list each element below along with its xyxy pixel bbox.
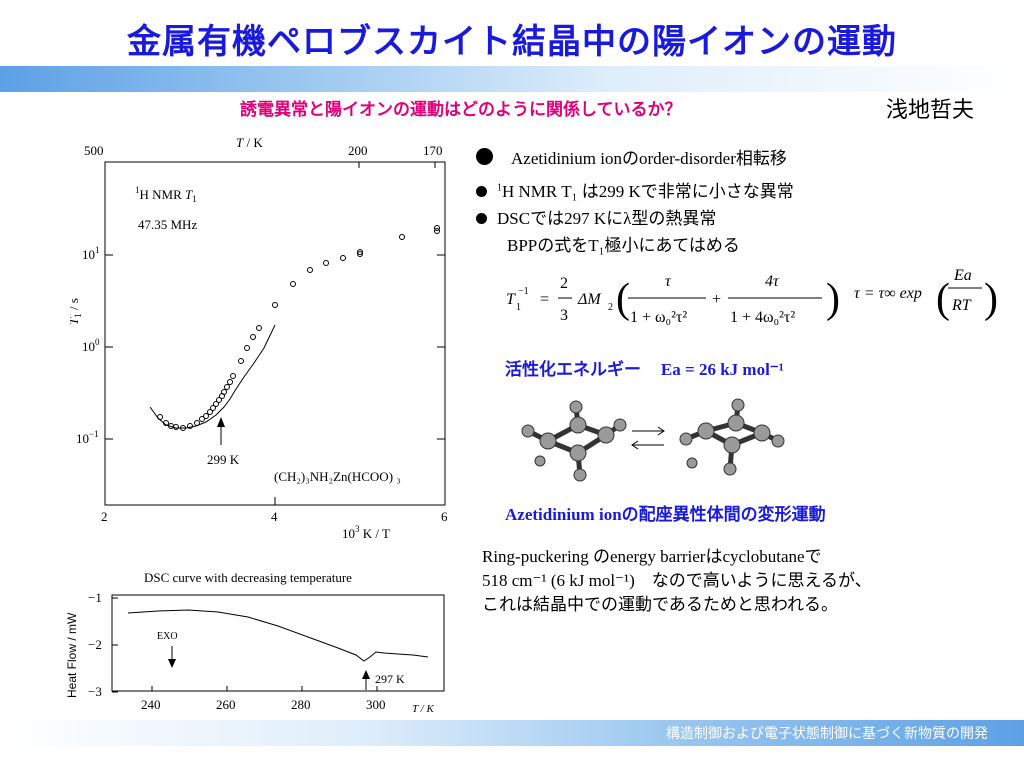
dsc-x-unit: T / K bbox=[412, 703, 434, 715]
conformer-caption: Azetidinium ionの配座異性体間の変形運動 bbox=[505, 505, 826, 524]
bullet-dot-icon bbox=[476, 213, 487, 224]
svg-text:4τ: 4τ bbox=[765, 273, 780, 290]
svg-text:=: = bbox=[540, 291, 549, 308]
bullet-3: DSCでは297 Kにλ型の熱異常 bbox=[476, 204, 716, 229]
explanation-paragraph: Ring-puckering のenergy barrierはcyclobuta… bbox=[482, 545, 872, 617]
paragraph-line-3: これは結晶中での運動であるためと思われる。 bbox=[482, 595, 838, 614]
dsc-y-tick-m3: −3 bbox=[88, 684, 102, 699]
top-axis-label: T / K bbox=[236, 135, 263, 150]
svg-text:RT: RT bbox=[951, 297, 972, 314]
slide-title: 金属有機ペロブスカイト結晶中の陽イオンの運動 bbox=[127, 22, 897, 62]
y-tick-10-0: 100 bbox=[82, 337, 100, 354]
svg-text:ΔM: ΔM bbox=[577, 291, 602, 308]
header-bar bbox=[0, 66, 1024, 92]
nmr-data-points bbox=[157, 225, 440, 431]
dsc-arrow-297k-label: 297 K bbox=[375, 672, 405, 686]
nmr-t1-plot: 500 200 170 T / K 101 100 10−1 T1 / s 2 … bbox=[70, 135, 448, 541]
exo-label: EXO bbox=[157, 631, 178, 642]
top-tick-200: 200 bbox=[348, 143, 368, 158]
paragraph-line-2: 518 cm⁻¹ (6 kJ mol⁻¹) なので高いように思えるが、 bbox=[482, 571, 872, 590]
svg-text:(: ( bbox=[616, 276, 630, 322]
dsc-y-label: Heat Flow / mW bbox=[65, 612, 79, 698]
bpp-formula: T 1 −1 = 2 3 ΔM 2 ( τ 1 + ω₀²τ² + 4τ 1 +… bbox=[506, 267, 998, 326]
x-tick-6: 6 bbox=[441, 509, 448, 524]
svg-text:+: + bbox=[712, 291, 721, 308]
nmr-legend: 1H NMR T1 bbox=[135, 185, 197, 204]
bullet-2: 1H NMR T₁ は299 Kで非常に小さな異常 bbox=[476, 177, 794, 202]
top-tick-170: 170 bbox=[423, 143, 443, 158]
slide-subtitle: 誘電異常と陽イオンの運動はどのように関係しているか？ bbox=[240, 100, 682, 120]
x-tick-4: 4 bbox=[271, 509, 278, 524]
dsc-x-tick-280: 280 bbox=[291, 697, 311, 712]
dsc-x-tick-260: 260 bbox=[216, 697, 236, 712]
activation-energy: 活性化エネルギー Ea = 26 kJ mol⁻¹ bbox=[505, 355, 784, 380]
dsc-plot: DSC curve with decreasing temperature −1… bbox=[65, 570, 445, 715]
svg-text:): ) bbox=[984, 276, 998, 322]
svg-text:Ea: Ea bbox=[953, 267, 972, 284]
svg-text:T: T bbox=[506, 291, 516, 308]
activation-value: Ea = 26 kJ mol⁻¹ bbox=[660, 360, 784, 379]
y-tick-10-m1: 10−1 bbox=[76, 429, 99, 446]
svg-text:3: 3 bbox=[560, 307, 568, 324]
bullet-1: Azetidinium ionのorder-disorder相転移 bbox=[476, 144, 787, 169]
azetidinium-conformers-image bbox=[521, 398, 785, 482]
nmr-frequency: 47.35 MHz bbox=[138, 217, 197, 232]
dsc-curve bbox=[127, 609, 429, 662]
svg-text:(: ( bbox=[936, 276, 950, 322]
footer-bar bbox=[0, 720, 1024, 746]
bullet-3-continuation: BPPの式をT₁極小にあてはめる bbox=[507, 236, 740, 255]
svg-text:τ: τ bbox=[665, 273, 672, 290]
bullet-dot-icon bbox=[476, 148, 493, 165]
dsc-plot-frame bbox=[111, 594, 445, 692]
activation-label: 活性化エネルギー bbox=[505, 360, 641, 380]
dsc-x-tick-240: 240 bbox=[141, 697, 161, 712]
dsc-arrow-297k bbox=[362, 670, 370, 679]
bullet-dot-icon bbox=[476, 186, 487, 197]
x-axis-label: 103 K / T bbox=[342, 524, 390, 541]
nmr-plot-frame bbox=[104, 161, 446, 506]
dsc-title: DSC curve with decreasing temperature bbox=[144, 570, 352, 585]
svg-text:−1: −1 bbox=[518, 286, 529, 297]
svg-text:τ = τ∞ exp: τ = τ∞ exp bbox=[854, 285, 922, 302]
svg-text:1 + ω₀²τ²: 1 + ω₀²τ² bbox=[630, 309, 687, 326]
exo-arrow bbox=[168, 659, 176, 668]
top-tick-500: 500 bbox=[84, 143, 104, 158]
paragraph-line-1: Ring-puckering のenergy barrierはcyclobuta… bbox=[482, 547, 822, 566]
svg-text:2: 2 bbox=[560, 275, 568, 292]
svg-text:2: 2 bbox=[608, 302, 613, 313]
y-axis-label: T1 / s bbox=[70, 298, 83, 325]
footer-text: 構造制御および電子状態制御に基づく新物質の開発 bbox=[666, 726, 988, 742]
svg-text:1 + 4ω₀²τ²: 1 + 4ω₀²τ² bbox=[730, 309, 795, 326]
dsc-y-tick-m2: −2 bbox=[88, 637, 102, 652]
arrow-299k-label: 299 K bbox=[207, 452, 240, 467]
y-tick-10-1: 101 bbox=[82, 245, 100, 262]
dsc-x-tick-300: 300 bbox=[366, 697, 386, 712]
svg-text:): ) bbox=[826, 276, 840, 322]
svg-text:1: 1 bbox=[516, 302, 521, 313]
compound-formula: (CH₂)₃NH₂Zn(HCOO) ₃ bbox=[274, 469, 401, 484]
bpp-fit-curve bbox=[149, 324, 276, 429]
author-name: 浅地哲夫 bbox=[886, 98, 975, 123]
dsc-y-tick-m1: −1 bbox=[88, 590, 102, 605]
x-tick-2: 2 bbox=[101, 509, 108, 524]
